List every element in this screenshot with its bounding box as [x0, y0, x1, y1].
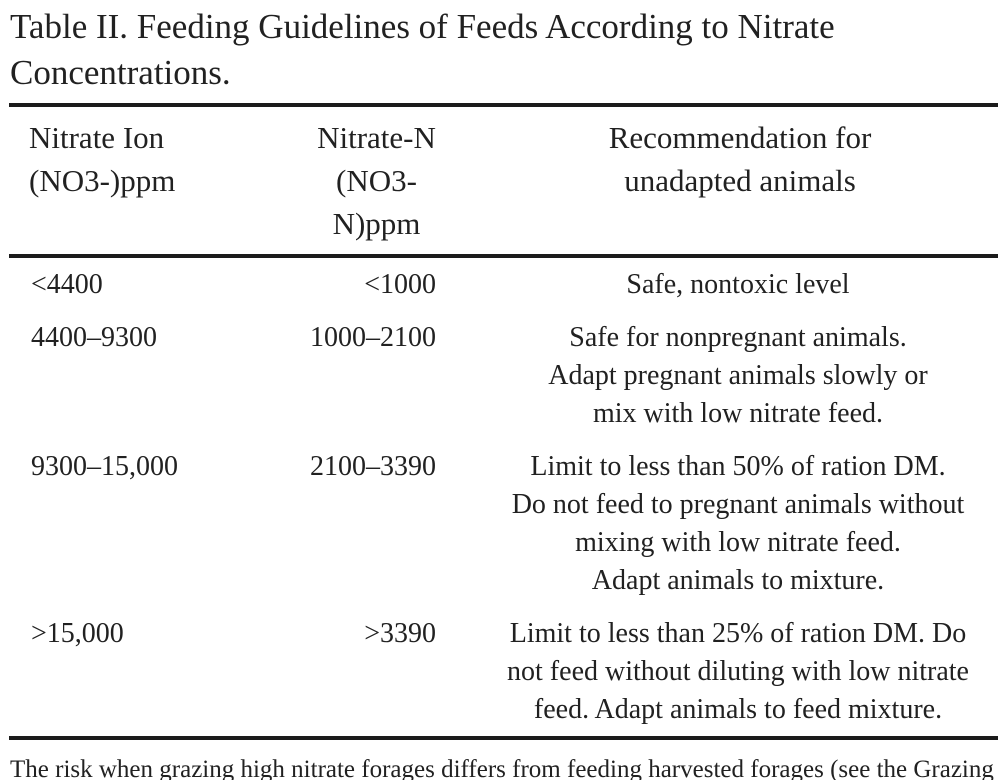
- cell-recommendation: Safe for nonpregnant animals. Adapt preg…: [548, 322, 928, 429]
- cell-nitrate-n: 1000–2100: [310, 322, 436, 353]
- cell-nitrate-ion: <4400: [31, 269, 103, 300]
- cell-nitrate-ion: >15,000: [31, 618, 124, 649]
- column-header-recommendation: Recommendation for unadapted animals: [452, 105, 998, 258]
- cell-nitrate-ion: 4400–9300: [31, 322, 157, 353]
- cell-nitrate-ion: 9300–15,000: [31, 451, 178, 482]
- cell-recommendation: Limit to less than 50% of ration DM. Do …: [511, 451, 965, 596]
- table-row: <4400 <1000 Safe, nontoxic level: [9, 256, 998, 311]
- column-header-nitrate-n: Nitrate-N (NO3-N)ppm: [239, 105, 452, 258]
- cell-recommendation: Limit to less than 25% of ration DM. Do …: [507, 618, 969, 725]
- cell-nitrate-n: >3390: [364, 618, 436, 649]
- column-header-nitrate-ion: Nitrate Ion (NO3-)ppm: [9, 105, 239, 258]
- table-header-row: Nitrate Ion (NO3-)ppm Nitrate-N (NO3-N)p…: [9, 105, 998, 258]
- table-row: >15,000 >3390 Limit to less than 25% of …: [9, 607, 998, 738]
- table-row: 9300–15,000 2100–3390 Limit to less than…: [9, 440, 998, 607]
- table-caption: Table II. Feeding Guidelines of Feeds Ac…: [10, 7, 835, 92]
- feeding-guidelines-table: Nitrate Ion (NO3-)ppm Nitrate-N (NO3-N)p…: [9, 103, 998, 740]
- cell-recommendation: Safe, nontoxic level: [626, 269, 850, 300]
- table-row: 4400–9300 1000–2100 Safe for nonpregnant…: [9, 311, 998, 440]
- cell-nitrate-n: 2100–3390: [310, 451, 436, 482]
- cell-nitrate-n: <1000: [364, 269, 436, 300]
- table-footnote: The risk when grazing high nitrate forag…: [10, 756, 994, 780]
